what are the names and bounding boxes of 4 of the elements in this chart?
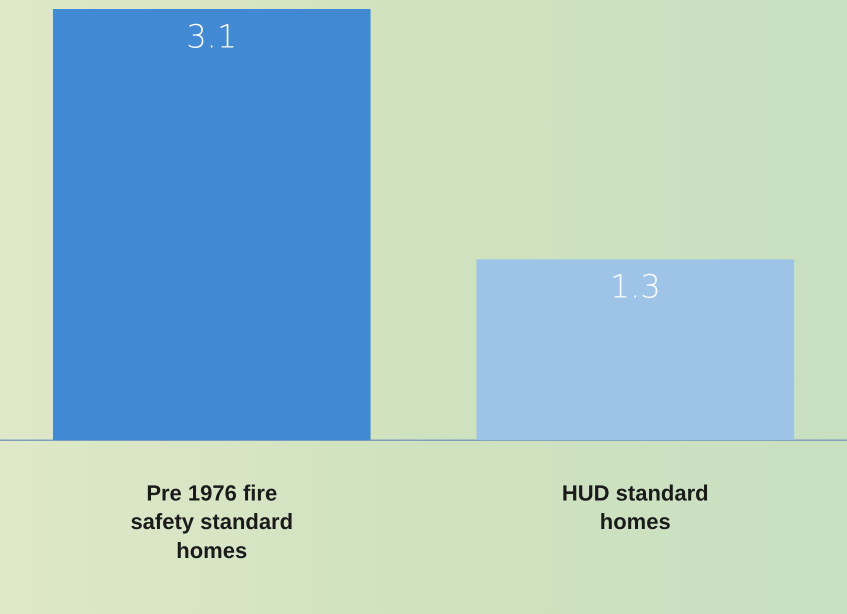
data-label: 3.1: [186, 17, 238, 56]
x-tick-label: HUD standard homes: [562, 480, 709, 534]
x-tick-label: Pre 1976 fire safety standard homes: [130, 480, 294, 563]
data-label: 1.3: [610, 268, 661, 306]
